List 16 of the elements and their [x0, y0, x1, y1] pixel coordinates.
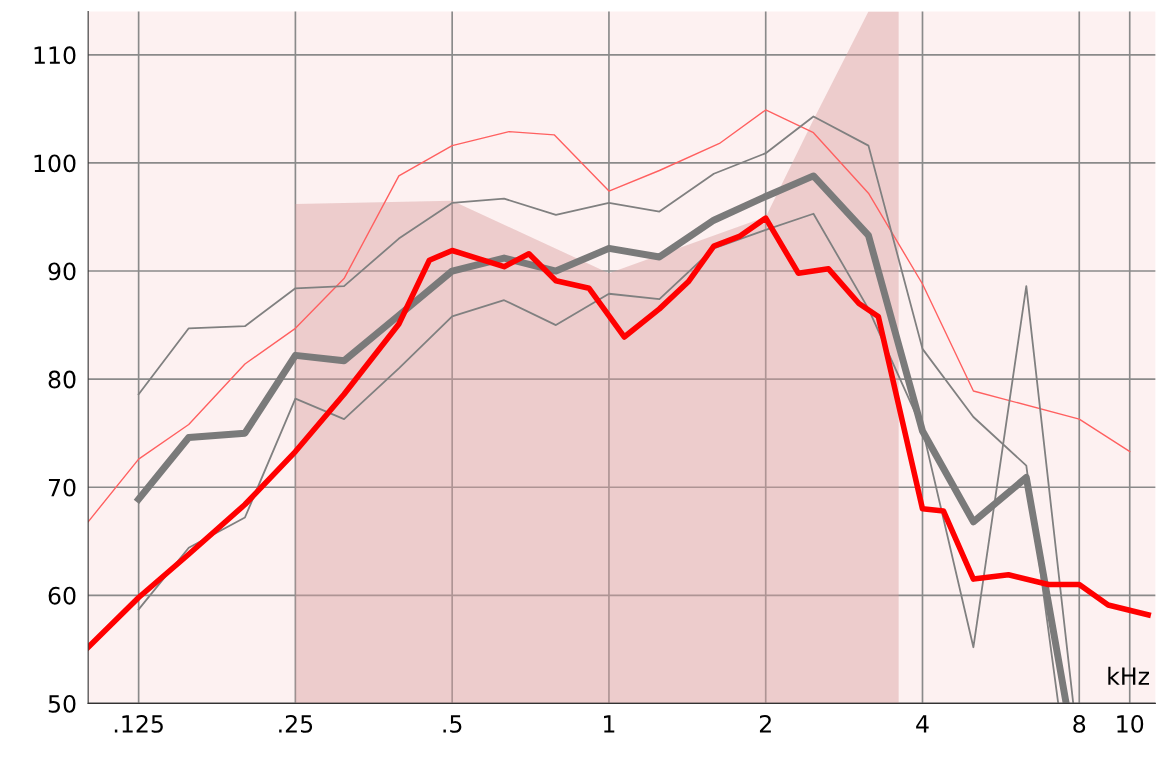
x-tick-label: 1: [604, 715, 615, 733]
y-tick-label: 110: [34, 46, 76, 65]
y-tick-label: 50: [48, 694, 76, 713]
x-tick-label: .125: [114, 714, 163, 733]
y-tick-label: 90: [48, 262, 76, 281]
y-tick-label: 70: [48, 478, 76, 497]
x-tick-label: .5: [443, 715, 462, 733]
y-tick-label: 60: [48, 586, 76, 605]
x-tick-label: 2: [759, 714, 771, 733]
x-tick-label: 10: [1117, 714, 1144, 733]
x-tick-label: .25: [279, 714, 313, 733]
x-tick-label: 4: [916, 715, 929, 733]
x-axis-title: kHz: [1108, 666, 1150, 685]
x-tick-label: 8: [1073, 714, 1086, 733]
y-tick-label: 80: [48, 370, 76, 389]
y-tick-label: 100: [34, 154, 76, 173]
